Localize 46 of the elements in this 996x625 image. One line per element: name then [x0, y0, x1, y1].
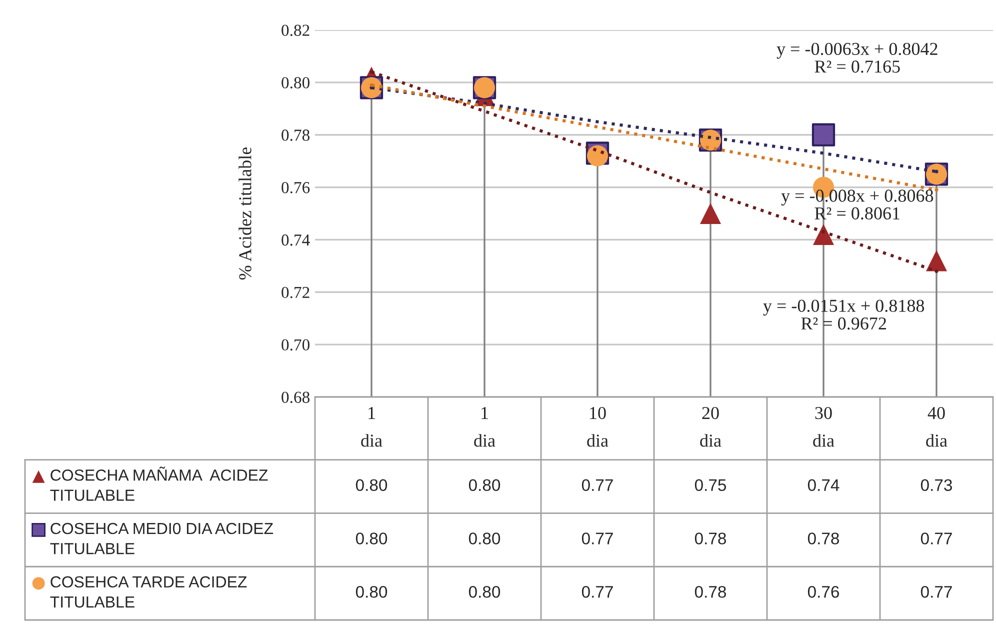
data-label: 0.80	[356, 532, 388, 544]
data-label: 0.80	[356, 586, 388, 598]
data-label: 0.80	[356, 479, 388, 492]
data-label: 0.80	[468, 532, 500, 544]
annotation: y = -0.0063x + 0.8042 R² = 0.7165	[776, 42, 938, 73]
y-tick-label: 0.72	[282, 286, 310, 298]
data-label: 0.73	[920, 479, 952, 492]
point	[934, 188, 938, 192]
point	[370, 83, 374, 87]
y-tick-label: 0.76	[282, 182, 310, 194]
data-label: 0.77	[582, 586, 613, 598]
text: 0.77	[582, 479, 613, 492]
point	[812, 123, 836, 146]
legend-label: COSEHCA TARDE ACIDEZ TITULABLE	[50, 576, 247, 608]
point	[586, 145, 608, 166]
legend-label: COSECHA MAÑAMA ACIDEZ TITULABLE	[50, 466, 268, 501]
y-tick-label: 0.82	[282, 24, 310, 36]
data-label: 0.78	[694, 532, 726, 544]
x-tick-label: 10 dia	[587, 406, 608, 447]
data-label: 0.77	[920, 532, 952, 544]
y-axis-title: % Acidez titulable	[238, 147, 252, 280]
x-tick-label: 30 dia	[813, 406, 834, 447]
y-tick-label: 0.80	[282, 77, 310, 88]
data-label: 0.78	[808, 532, 839, 544]
x-tick-label: 20 dia	[700, 406, 722, 447]
x-tick-label: 1 dia	[361, 407, 382, 447]
y-tick-label: 0.70	[282, 339, 310, 351]
y-tick-label: 0.78	[282, 130, 310, 141]
legend-label: COSEHCA MEDI0 DIA ACIDEZ TITULABLE	[50, 522, 274, 554]
x-tick-label: 1 dia	[474, 407, 496, 447]
data-label: 0.77	[920, 586, 952, 598]
x-tick-label: 40 dia	[926, 406, 948, 447]
y-tick-label: 0.74	[282, 234, 310, 246]
data-label: 0.80	[468, 586, 500, 598]
data-label: 0.75	[694, 479, 726, 492]
y-tick-label: 0.68	[282, 392, 310, 404]
data-label: 0.78	[694, 586, 726, 598]
data-label: 0.76	[808, 586, 839, 598]
point	[934, 170, 938, 174]
point	[700, 202, 722, 224]
point	[926, 250, 948, 272]
point	[934, 269, 938, 273]
point	[812, 224, 834, 246]
data-label: 0.77	[582, 532, 613, 544]
data-label: 0.80	[468, 479, 500, 492]
data-label: 0.74	[808, 479, 840, 492]
